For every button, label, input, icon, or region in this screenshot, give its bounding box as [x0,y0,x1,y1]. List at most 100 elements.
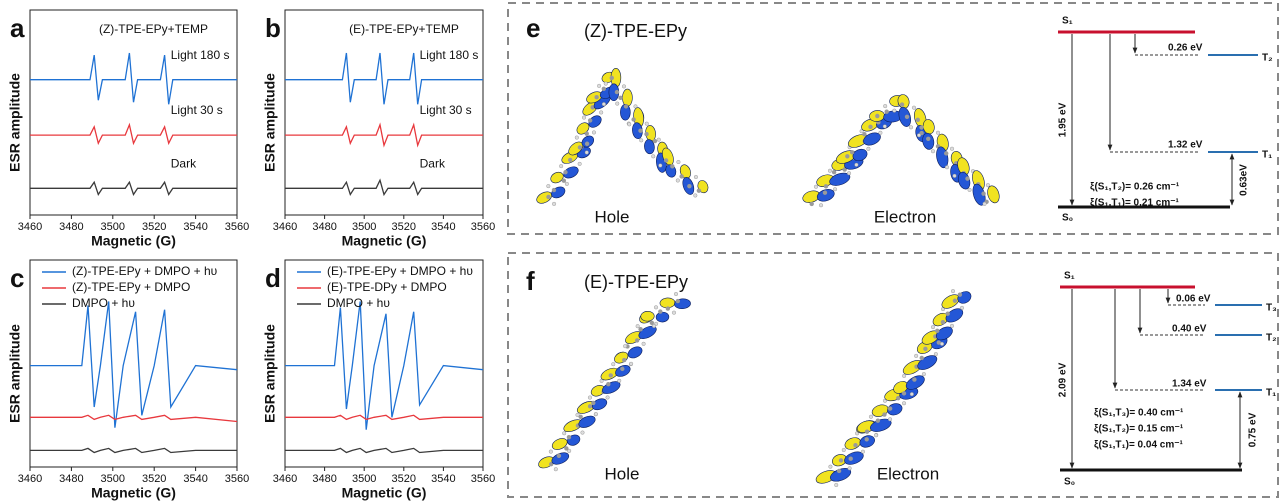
atom [809,201,814,207]
atom [981,191,986,196]
atom [965,176,970,181]
x-tick-label: 3560 [471,473,495,485]
atom [904,114,910,119]
atom [623,344,628,349]
atom [562,431,567,436]
atom [584,141,590,146]
orbital-lobe [917,355,938,370]
atom [874,433,879,438]
atom [959,305,964,310]
atom [902,373,907,378]
atom [566,435,572,440]
soc-constant: ξ(S₁,T₃)= 0.40 cm⁻¹ [1094,408,1184,419]
atom [944,165,949,170]
esr-trace [30,301,238,428]
atom [882,412,887,417]
atom [563,170,568,175]
x-tick-label: 3480 [59,473,83,485]
atom [915,117,920,123]
atom [638,327,643,332]
atom [591,400,596,406]
atom [546,184,551,189]
atom [887,406,893,411]
energy-gap: 0.63eV [1239,164,1250,196]
esr-trace [30,414,238,423]
atom [930,149,935,154]
atom [687,183,692,189]
atom [899,102,905,107]
atom [819,203,824,208]
orbital-lobe [551,186,566,199]
atom [564,181,569,186]
soc-constant: ξ(S₁,T₁)= 0.21 cm⁻¹ [1090,198,1180,209]
legend-label: DMPO + hυ [72,296,135,310]
atom [611,362,616,367]
atom [580,430,585,435]
atom [923,346,928,352]
level-label: T₁ [1266,388,1276,399]
atom [693,193,698,198]
orbital-lobe [922,132,935,150]
atom [617,378,622,383]
x-tick-label: 3520 [392,473,416,485]
energy-gap: 1.34 eV [1172,379,1207,390]
orbital-lobe [588,115,602,128]
atom [935,328,940,334]
x-tick-label: 3560 [471,221,495,233]
orbital-lobe [887,403,903,416]
atom [888,417,893,422]
orbital-lobe [871,404,889,417]
atom [940,319,946,325]
atom [914,353,919,358]
atom [634,338,640,343]
level-label: S₀ [1064,477,1075,488]
orbital-lobe [550,171,564,184]
atom [957,292,963,297]
level-label: T₁ [1262,150,1272,161]
atom [939,341,944,346]
atom [931,325,936,330]
x-tick-label: 3540 [183,221,207,233]
atom [828,464,833,469]
atom [823,184,829,189]
atom [568,157,573,163]
orbital-lobe [638,325,657,339]
level-label: T₂ [1262,53,1273,64]
atom [603,81,608,86]
energy-gap: 0.26 eV [1168,43,1203,54]
x-tick-label: 3480 [312,473,336,485]
atom [635,324,640,329]
orbital-lobe [844,451,864,465]
atom [944,151,949,156]
atom [883,104,888,109]
esr-trace [285,178,483,197]
energy-gap: 1.32 eV [1168,140,1203,151]
atom [641,341,646,346]
atom [864,437,869,442]
atom [834,482,839,487]
atom [548,449,553,454]
atom [575,412,580,417]
atom [862,132,867,137]
plot-frame [29,259,238,468]
esr-trace [30,122,237,146]
energy-gap: 0.06 eV [1176,294,1211,305]
atom [864,429,870,434]
panel-label: e [526,13,540,43]
atom [952,173,957,178]
atom [559,164,564,169]
atom [813,184,818,189]
esr-trace [285,414,483,421]
atom [853,443,858,448]
atom [884,109,889,114]
atom [827,168,832,173]
atom [552,201,557,206]
orbital-lobe [935,326,953,341]
trace-label: Light 180 s [420,48,479,62]
x-tick-label: 3460 [18,221,42,233]
atom [605,395,610,400]
atom [866,146,871,151]
panel-title: (E)-TPE-EPy [584,272,688,292]
plot-title: (Z)-TPE-EPy+TEMP [99,22,208,36]
orbital-lobe [578,415,596,428]
